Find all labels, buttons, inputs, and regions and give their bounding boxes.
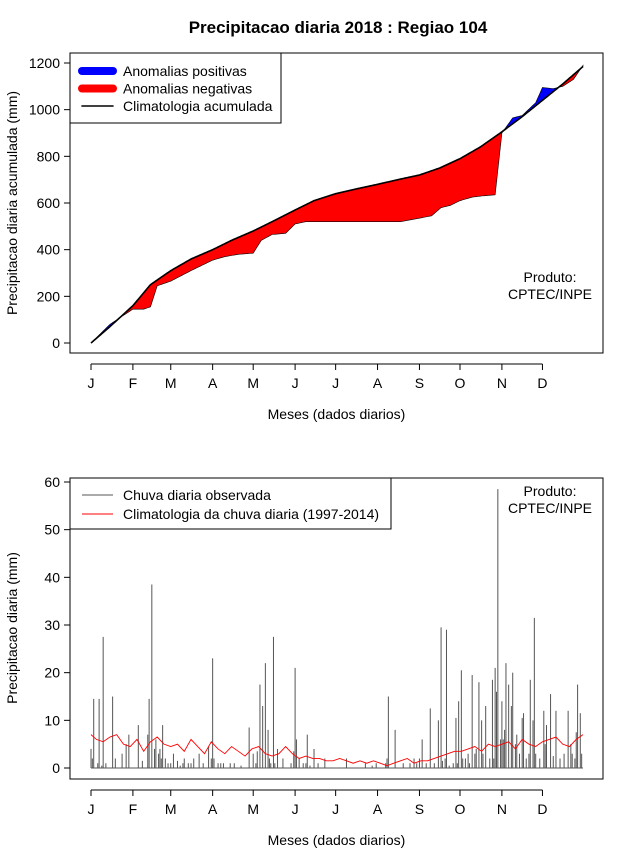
y-tick-label: 10 bbox=[44, 712, 60, 728]
x-tick-label-month: S bbox=[415, 801, 424, 817]
x-tick-label-month: O bbox=[455, 801, 466, 817]
annotation-text: Produto: bbox=[524, 269, 577, 285]
x-tick-label-month: J bbox=[332, 375, 339, 391]
annotation-text: Produto: bbox=[524, 483, 577, 499]
x-tick-label-month: D bbox=[537, 801, 547, 817]
x-tick-label-month: F bbox=[129, 375, 138, 391]
x-axis-title: Meses (dados diarios) bbox=[268, 832, 406, 848]
y-tick-label: 0 bbox=[52, 760, 60, 776]
y-tick-label: 40 bbox=[44, 569, 60, 585]
x-axis-title: Meses (dados diarios) bbox=[268, 406, 406, 422]
x-tick-label-month: A bbox=[208, 801, 218, 817]
x-tick-label-month: M bbox=[165, 375, 177, 391]
x-tick-label-month: J bbox=[332, 801, 339, 817]
legend-label: Anomalias positivas bbox=[123, 63, 247, 79]
y-tick-label: 0 bbox=[52, 335, 60, 351]
y-axis-title: Precipitacao diaria acumulada (mm) bbox=[4, 91, 20, 315]
x-tick-label-month: A bbox=[373, 375, 383, 391]
x-tick-label-month: S bbox=[415, 375, 424, 391]
x-tick-label-month: D bbox=[537, 375, 547, 391]
cumulative-precipitation-panel: 0 200 400 600 800 1000 1200 J F M A M J J A S O N D Meses (… bbox=[4, 52, 604, 422]
y-tick-label: 200 bbox=[37, 288, 61, 304]
legend-label: Anomalias negativas bbox=[123, 81, 252, 97]
x-tick-label-month: N bbox=[497, 801, 507, 817]
legend-label: Climatologia acumulada bbox=[123, 98, 273, 114]
x-tick-label-month: O bbox=[455, 375, 466, 391]
y-tick-label: 800 bbox=[37, 148, 61, 164]
y-tick-label: 20 bbox=[44, 665, 60, 681]
climatology-cumulative-line bbox=[90, 65, 584, 344]
x-tick-label-month: M bbox=[247, 375, 259, 391]
x-tick-label-month: J bbox=[292, 375, 299, 391]
y-tick-label: 600 bbox=[37, 195, 61, 211]
y-axis-title: Precipitacao diaria (mm) bbox=[4, 552, 20, 704]
x-tick-label-month: M bbox=[247, 801, 259, 817]
annotation-text: CPTEC/INPE bbox=[508, 500, 592, 516]
y-tick-label: 400 bbox=[37, 242, 61, 258]
y-tick-label: 1200 bbox=[29, 55, 60, 71]
daily-precipitation-panel: 0 10 20 30 40 50 60 J F M A M J J A S O N D Meses (dados di… bbox=[4, 474, 604, 848]
y-tick-label: 1000 bbox=[29, 102, 60, 118]
x-tick-label-month: M bbox=[165, 801, 177, 817]
x-tick-label-month: J bbox=[292, 801, 299, 817]
y-tick-label: 30 bbox=[44, 617, 60, 633]
x-tick-label-month: J bbox=[88, 375, 95, 391]
x-tick-label-month: F bbox=[129, 801, 138, 817]
legend-label: Chuva diaria observada bbox=[123, 487, 271, 503]
x-tick-label-month: N bbox=[497, 375, 507, 391]
y-tick-label: 60 bbox=[44, 474, 60, 490]
legend-box bbox=[69, 477, 392, 530]
legend-label: Climatologia da chuva diaria (1997-2014) bbox=[123, 506, 379, 522]
annotation-text: CPTEC/INPE bbox=[508, 286, 592, 302]
y-tick-label: 50 bbox=[44, 522, 60, 538]
chart-title: Precipitacao diaria 2018 : Regiao 104 bbox=[189, 18, 488, 37]
x-tick-label-month: J bbox=[88, 801, 95, 817]
climatology-daily-line bbox=[90, 734, 584, 767]
x-tick-label-month: A bbox=[208, 375, 218, 391]
x-tick-label-month: A bbox=[373, 801, 383, 817]
